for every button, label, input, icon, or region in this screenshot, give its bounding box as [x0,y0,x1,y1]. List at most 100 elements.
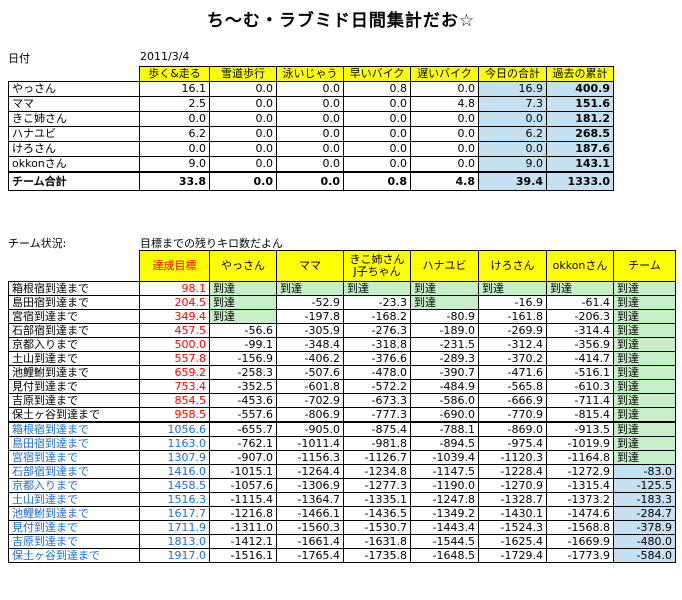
remaining-distance-cell: -690.0 [410,407,479,423]
summary-row: きこ姉さん 0.0 0.0 0.0 0.0 0.0 0.0 181.2 [8,111,614,127]
remaining-distance-cell: -1412.1 [209,534,277,549]
goal-row: 島田宿到達まで 204.5 到達 -52.9 -23.3 到達 -16.9 -61.4 到達 [8,295,676,310]
goal-target-cell: 659.2 [139,365,210,380]
remaining-distance-cell: -23.3 [343,295,411,310]
remaining-distance-cell: 到達 [613,379,676,394]
remaining-distance-cell: -1306.9 [276,478,344,493]
remaining-distance-cell: -788.1 [410,421,479,437]
remaining-distance-cell: 到達 [276,281,344,296]
remaining-distance-cell: -1729.4 [478,548,547,563]
goal-row: 見付到達まで 1711.9 -1311.0 -1560.3 -1530.7 -1443.4… [8,520,676,535]
summary-value-cell: 4.8 [410,96,479,112]
remaining-distance-cell: -1039.4 [410,450,479,465]
remaining-distance-cell: -1190.0 [410,478,479,493]
goal-target-cell: 349.4 [139,309,210,324]
remaining-distance-cell: -61.4 [546,295,614,310]
goal-target-cell: 1056.6 [139,421,210,437]
remaining-distance-cell: -1228.4 [478,464,547,479]
summary-value-cell: 181.2 [546,111,614,127]
summary-header-row: 歩く&走る 雪道歩行 泳いじゃう 早いバイク 遅いバイク 今日の合計 過去の累計 [9,66,614,82]
remaining-distance-cell: -183.3 [613,492,676,507]
remaining-distance-cell: -168.2 [343,309,411,324]
remaining-distance-cell: -80.9 [410,309,479,324]
summary-value-cell: 6.2 [478,126,547,142]
goal-name-cell: 宮宿到達まで [8,450,140,465]
remaining-distance-cell: 到達 [613,337,676,352]
remaining-distance-cell: 到達 [613,365,676,380]
remaining-distance-cell: -125.5 [613,478,676,493]
goal-row: 京都入りまで 1458.5 -1057.6 -1306.9 -1277.3 -1190.0… [8,478,676,493]
goal-target-cell: 1813.0 [139,534,210,549]
remaining-distance-cell: -1474.6 [546,506,614,521]
goal-row: 箱根宿到達まで 1056.6 -655.7 -905.0 -875.4 -788.1 -86… [8,421,676,437]
goal-name-cell: 石部宿到達まで [8,464,140,479]
remaining-distance-cell: -1436.5 [343,506,411,521]
summary-column-header: 泳いじゃう [276,66,344,82]
remaining-distance-cell: 到達 [613,351,676,366]
member-name-cell: ママ [8,96,140,112]
remaining-distance-cell: -894.5 [410,436,479,451]
goals-column-header: チーム [613,250,676,282]
remaining-distance-cell: -406.2 [276,351,344,366]
team-total-value: 0.0 [209,171,277,191]
goal-target-cell: 1307.9 [139,450,210,465]
summary-value-cell: 0.0 [276,81,344,97]
summary-value-cell: 0.0 [276,96,344,112]
remaining-distance-cell: 到達 [613,450,676,465]
remaining-distance-cell: -1115.4 [209,492,277,507]
goal-target-cell: 1516.3 [139,492,210,507]
remaining-distance-cell: -312.4 [478,337,547,352]
goals-column-header: やっさん [209,250,277,282]
remaining-distance-cell: -206.3 [546,309,614,324]
summary-value-cell: 0.0 [209,96,277,112]
remaining-distance-cell: -655.7 [209,421,277,437]
remaining-distance-cell: 到達 [209,295,277,310]
remaining-distance-cell: -507.6 [276,365,344,380]
remaining-distance-cell: -305.9 [276,323,344,338]
remaining-distance-cell: -478.0 [343,365,411,380]
remaining-distance-cell: -1631.8 [343,534,411,549]
goal-row: 京都入りまで 500.0 -99.1 -348.4 -318.8 -231.5 -312.4… [8,337,676,352]
remaining-distance-cell: -1530.7 [343,520,411,535]
remaining-distance-cell: -762.1 [209,436,277,451]
remaining-distance-cell: -1373.2 [546,492,614,507]
remaining-distance-cell: -1216.8 [209,506,277,521]
remaining-distance-cell: -1625.4 [478,534,547,549]
summary-row: ママ 2.5 0.0 0.0 0.0 4.8 7.3 151.6 [8,96,614,112]
summary-value-cell: 0.0 [410,81,479,97]
goal-row: 箱根宿到達まで 98.1 到達 到達 到達 到達 到達 到達 到達 [8,281,676,296]
goal-target-cell: 557.8 [139,351,210,366]
remaining-distance-cell: 到達 [478,281,547,296]
summary-column-header: 歩く&走る [139,66,210,82]
remaining-distance-cell: -1270.9 [478,478,547,493]
remaining-distance-cell: -1015.1 [209,464,277,479]
remaining-distance-cell: -1311.0 [209,520,277,535]
goal-name-cell: 京都入りまで [8,478,140,493]
summary-value-cell: 0.0 [478,111,547,127]
summary-value-cell: 0.0 [209,141,277,157]
remaining-distance-cell: -52.9 [276,295,344,310]
summary-value-cell: 151.6 [546,96,614,112]
goal-row: 島田宿到達まで 1163.0 -762.1 -1011.4 -981.8 -894.5 -9… [8,436,676,451]
team-total-value: 33.8 [139,171,210,191]
remaining-distance-cell: -1773.9 [546,548,614,563]
goal-name-cell: 土山到達まで [8,492,140,507]
remaining-distance-cell: -1443.4 [410,520,479,535]
goal-row: 石部宿到達まで 1416.0 -1015.1 -1264.4 -1234.8 -1147.… [8,464,676,479]
goal-row: 宮宿到達まで 349.4 到達 -197.8 -168.2 -80.9 -161.8 -206… [8,309,676,324]
remaining-distance-cell: 到達 [410,281,479,296]
remaining-distance-cell: 到達 [613,309,676,324]
remaining-distance-cell: 到達 [613,393,676,408]
remaining-distance-cell: -869.0 [478,421,547,437]
member-name-cell: ハナユビ [8,126,140,142]
remaining-distance-cell: -610.3 [546,379,614,394]
remaining-distance-cell: -777.3 [343,407,411,423]
member-name-cell: やっさん [8,81,140,97]
remaining-distance-cell: -1147.5 [410,464,479,479]
summary-column-header: 今日の合計 [478,66,547,82]
goal-row: 保土ヶ谷到達まで 1917.0 -1516.1 -1765.4 -1735.8 -1648… [8,548,676,563]
remaining-distance-cell: -913.5 [546,421,614,437]
goal-row: 見付到達まで 753.4 -352.5 -601.8 -572.2 -484.9 -565.… [8,379,676,394]
remaining-distance-cell: -348.4 [276,337,344,352]
goal-target-cell: 1458.5 [139,478,210,493]
